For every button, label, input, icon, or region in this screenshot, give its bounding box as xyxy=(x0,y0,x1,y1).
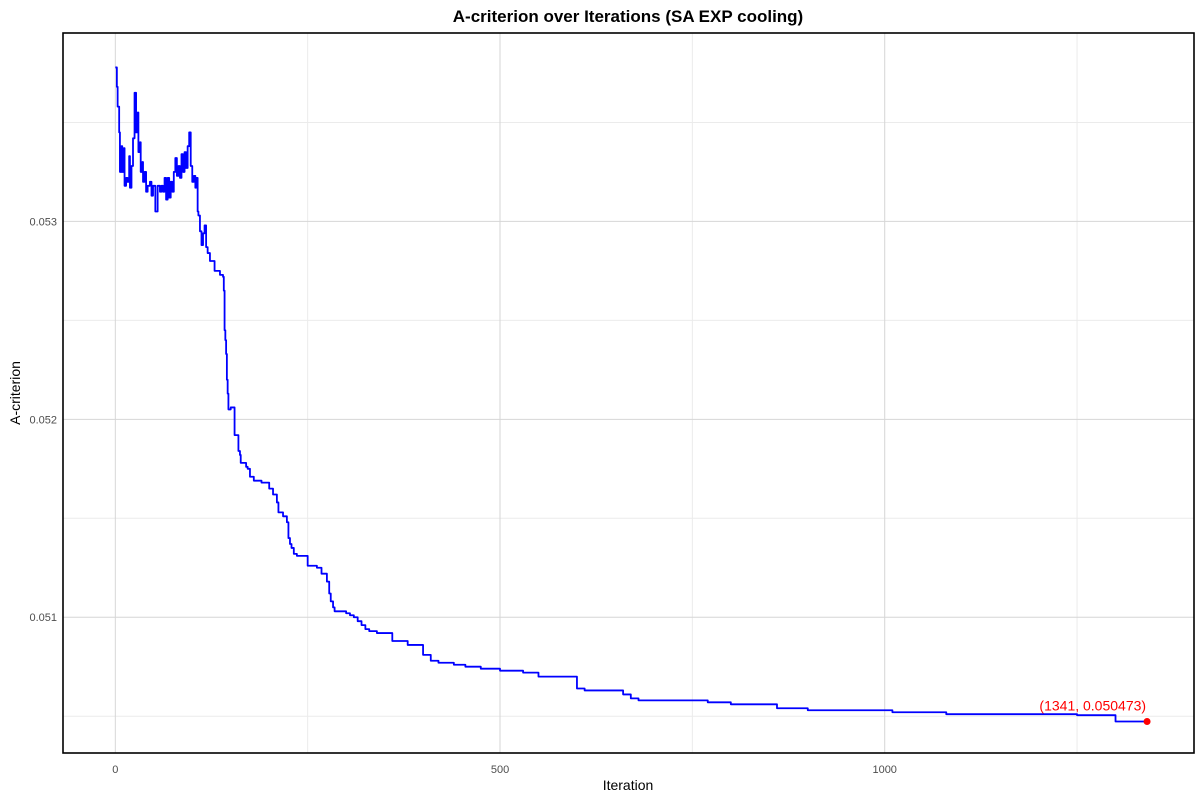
x-axis-ticks: 0 500 1000 xyxy=(112,764,897,776)
plot-panel-border xyxy=(62,32,1195,754)
y-tick-label: 0.053 xyxy=(29,216,57,228)
y-axis-title: A-criterion xyxy=(7,361,23,425)
series-line xyxy=(115,66,1148,723)
y-axis-ticks: 0.051 0.052 0.053 xyxy=(29,216,57,624)
y-tick-label: 0.051 xyxy=(29,612,57,624)
x-tick-label: 500 xyxy=(491,764,509,776)
x-axis-title: Iteration xyxy=(603,777,654,793)
x-tick-label: 0 xyxy=(112,764,118,776)
highlight-label: (1341, 0.050473) xyxy=(1039,698,1146,714)
y-tick-label: 0.052 xyxy=(29,414,57,426)
grid-lines xyxy=(63,33,1194,753)
highlight-point xyxy=(1143,718,1151,726)
x-tick-label: 1000 xyxy=(872,764,896,776)
series-layer: (1341, 0.050473) xyxy=(115,66,1151,726)
chart-title: A-criterion over Iterations (SA EXP cool… xyxy=(453,7,803,26)
